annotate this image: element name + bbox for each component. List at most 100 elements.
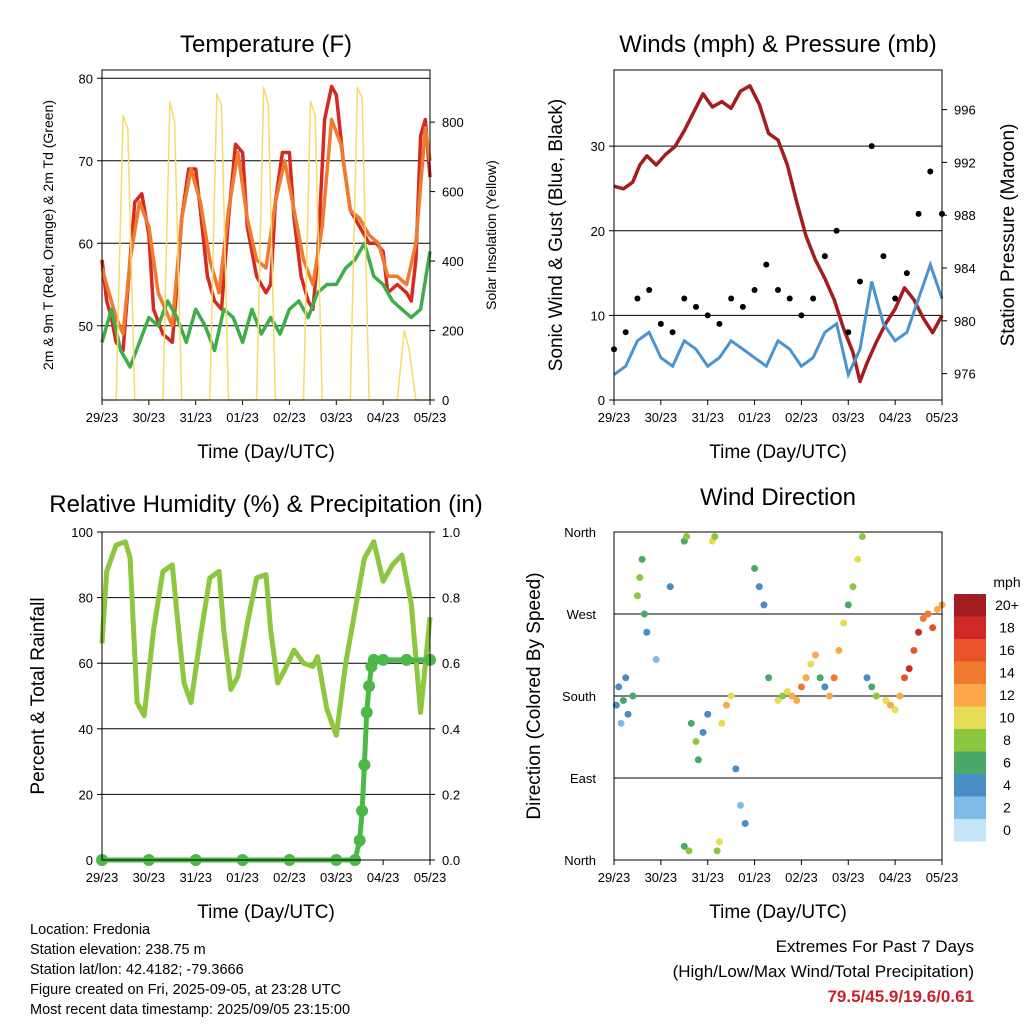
series-line <box>100 241 432 369</box>
x-tick-label: 05/23 <box>926 410 959 425</box>
direction-point <box>811 651 819 659</box>
gust-point <box>927 168 934 175</box>
direction-point <box>704 710 712 718</box>
legend-label: 2 <box>1003 800 1011 816</box>
x-tick-label: 04/23 <box>367 870 400 885</box>
extremes-box: Extremes For Past 7 Days (High/Low/Max W… <box>673 934 974 1009</box>
direction-point <box>612 701 620 709</box>
direction-point <box>680 842 688 850</box>
y-tick-label: 80 <box>79 71 93 86</box>
x-axis-label: Time (Day/UTC) <box>197 442 335 463</box>
direction-point <box>715 838 723 846</box>
x-axis-label: Time (Day/UTC) <box>709 902 847 923</box>
y2-tick-label: 976 <box>954 367 976 382</box>
y-tick-label: 10 <box>591 308 605 323</box>
direction-point <box>640 610 648 618</box>
precip-point <box>377 653 390 666</box>
direction-point <box>924 610 932 618</box>
direction-point <box>910 646 918 654</box>
wind-line <box>613 260 944 380</box>
y2-tick-label: 0.0 <box>442 853 460 868</box>
y-axis-label: Percent & Total Rainfall <box>28 597 49 794</box>
y2-tick-label: 988 <box>954 208 976 223</box>
direction-point <box>751 564 759 572</box>
x-tick-label: 05/23 <box>414 410 447 425</box>
legend-swatch <box>954 639 986 662</box>
legend-swatch <box>954 706 986 729</box>
y2-tick-label: 400 <box>442 254 464 269</box>
x-tick-label: 04/23 <box>879 870 912 885</box>
y-tick-label: East <box>570 771 596 786</box>
direction-point <box>692 738 700 746</box>
y2-axis-label: Station Pressure (Maroon) <box>998 124 1019 347</box>
gust-point <box>868 143 875 150</box>
direction-point <box>783 687 791 695</box>
direction-point <box>683 533 691 541</box>
direction-point <box>685 847 693 855</box>
y2-tick-label: 800 <box>442 115 464 130</box>
direction-point <box>624 710 632 718</box>
direction-point <box>929 624 937 632</box>
legend-label: 4 <box>1003 777 1011 793</box>
chart-title: Wind Direction <box>700 484 856 511</box>
direction-point <box>802 674 810 682</box>
gust-point <box>693 303 699 310</box>
y-tick-label: 30 <box>591 139 605 154</box>
y2-tick-label: 200 <box>442 324 464 339</box>
x-tick-label: 31/23 <box>179 410 212 425</box>
direction-point <box>905 665 913 673</box>
direction-point <box>821 683 829 691</box>
legend-label: 14 <box>999 665 1015 681</box>
y2-axis-label: Solar Insolation (Yellow) <box>483 160 499 310</box>
x-tick-label: 05/23 <box>926 870 959 885</box>
direction-point <box>863 674 871 682</box>
y-tick-label: 0 <box>598 393 605 408</box>
elevation-text: Station elevation: 238.75 m <box>30 942 206 958</box>
gust-point <box>903 270 910 277</box>
chart-title: Winds (mph) & Pressure (mb) <box>619 31 936 58</box>
direction-point <box>915 628 923 636</box>
direction-point <box>807 660 815 668</box>
x-tick-label: 01/23 <box>738 870 771 885</box>
location-text: Location: Fredonia <box>30 922 151 938</box>
direction-point <box>896 692 904 700</box>
direction-point <box>722 701 730 709</box>
direction-point <box>615 683 623 691</box>
direction-point <box>760 601 768 609</box>
gust-point <box>821 253 828 260</box>
precip-point <box>367 653 380 666</box>
x-tick-label: 02/23 <box>273 410 306 425</box>
direction-point <box>854 555 862 563</box>
x-axis-label: Time (Day/UTC) <box>709 442 847 463</box>
gust-point <box>798 312 805 319</box>
y-tick-label: North <box>564 525 596 540</box>
precip-point <box>400 653 413 666</box>
legend-swatch <box>954 594 986 617</box>
gust-point <box>634 295 641 302</box>
direction-point <box>617 719 625 727</box>
y-tick-label: 40 <box>79 722 93 737</box>
x-tick-label: 03/23 <box>832 410 865 425</box>
direction-point <box>711 533 719 541</box>
series-line <box>100 117 432 336</box>
direction-point <box>652 656 660 664</box>
direction-point <box>891 706 899 714</box>
direction-point <box>933 605 941 613</box>
y2-tick-label: 0.2 <box>442 787 460 802</box>
legend-swatch <box>954 774 986 797</box>
y2-tick-label: 0.8 <box>442 591 460 606</box>
gust-point <box>657 320 664 327</box>
legend-swatch <box>954 684 986 707</box>
gust-point <box>775 287 781 293</box>
direction-point <box>638 555 646 563</box>
y-tick-label: North <box>564 853 596 868</box>
y-tick-label: 100 <box>71 525 93 540</box>
x-tick-label: 29/23 <box>86 410 119 425</box>
gust-point <box>833 227 840 234</box>
y-tick-label: 70 <box>79 154 93 169</box>
gust-point <box>880 253 887 260</box>
precip-point <box>353 834 366 847</box>
legend-label: 8 <box>1003 732 1011 748</box>
y2-tick-label: 992 <box>954 155 976 170</box>
y2-tick-label: 996 <box>954 103 976 118</box>
